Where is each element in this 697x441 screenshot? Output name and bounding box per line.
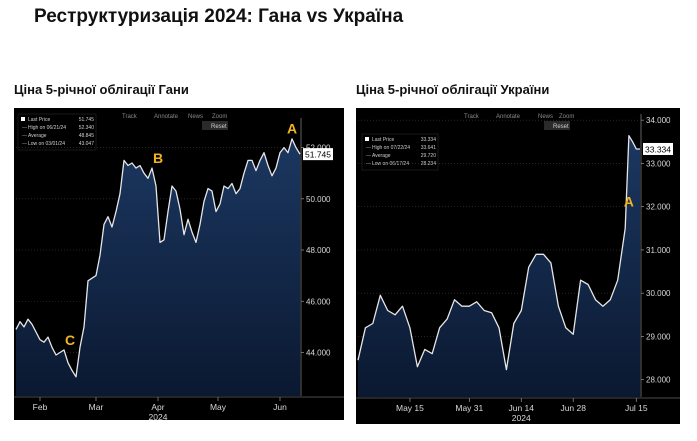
legend-swatch <box>365 137 369 141</box>
legend-label: Average <box>372 153 391 159</box>
track-button[interactable]: Track <box>464 114 480 120</box>
chart-axes: 28.000 29.000 30.000 31.000 32.000 33.000 34.0… <box>356 114 680 423</box>
y-tick-label: 52.000 <box>306 144 331 153</box>
x-tick-label: Apr <box>151 402 164 412</box>
y-tick-label: 33.000 <box>646 159 671 168</box>
legend-marker: — <box>366 153 371 159</box>
news-button[interactable]: News <box>538 114 553 120</box>
chart-toolbar: Track Annotate News Zoom Reset <box>122 114 228 130</box>
price-line <box>357 135 640 371</box>
slide-title: Реструктуризація 2024: Гана vs Україна <box>34 6 404 27</box>
x-tick-label: Jun 14 <box>508 403 534 413</box>
zoom-button[interactable]: Zoom <box>559 114 574 120</box>
x-tick-label: Mar <box>89 402 104 412</box>
legend-label: Last Price <box>372 137 394 143</box>
x-year-label: 2024 <box>512 413 531 423</box>
legend-swatch <box>21 117 25 121</box>
reset-button[interactable] <box>544 121 570 130</box>
annotation-label: B <box>153 150 163 166</box>
ghana-bond-chart: Track Annotate News Zoom Reset Last Pric… <box>14 108 344 420</box>
reset-label[interactable]: Reset <box>211 124 227 130</box>
y-tick-label: 31.000 <box>646 246 671 255</box>
y-tick-label: 30.000 <box>646 289 671 298</box>
annotate-button[interactable]: Annotate <box>154 114 179 120</box>
legend-value: 33.334 <box>421 137 437 143</box>
legend-marker: — <box>22 125 27 131</box>
y-tick-label: 29.000 <box>646 332 671 341</box>
legend-value: 28.234 <box>421 161 437 167</box>
chart-legend: Last Price 51.745— High on 06/21/24 52.340—… <box>17 113 97 151</box>
legend-box <box>17 113 97 151</box>
y-tick-label: 48.000 <box>306 246 331 255</box>
reset-label[interactable]: Reset <box>553 124 569 130</box>
zoom-button[interactable]: Zoom <box>212 114 227 120</box>
price-area <box>358 135 640 397</box>
last-price-box <box>303 148 333 161</box>
price-area <box>16 138 300 396</box>
y-tick-label: 28.000 <box>646 376 671 385</box>
legend-marker: — <box>22 133 27 139</box>
x-tick-label: Jun <box>273 402 287 412</box>
x-tick-label: May 15 <box>396 403 424 413</box>
y-tick-label: 32.000 <box>646 203 671 212</box>
legend-value: 43.047 <box>79 141 95 147</box>
track-button[interactable]: Track <box>122 114 138 120</box>
legend-label: High on 07/22/24 <box>372 145 410 151</box>
legend-marker: — <box>366 145 371 151</box>
legend-value: 48.845 <box>79 133 95 139</box>
ghana-bond-chart-svg: Track Annotate News Zoom Reset Last Pric… <box>14 113 344 420</box>
y-tick-label: 50.000 <box>306 195 331 204</box>
news-button[interactable]: News <box>188 114 203 120</box>
y-tick-label: 46.000 <box>306 297 331 306</box>
legend-box <box>361 133 439 171</box>
legend-label: High on 06/21/24 <box>28 125 66 131</box>
x-tick-label: May 31 <box>455 403 483 413</box>
ukraine-bond-chart: Track Annotate News Zoom Reset Last Pric… <box>356 108 680 424</box>
legend-label: Low on 06/17/24 <box>372 161 409 167</box>
last-price-label: 51.745 <box>305 150 331 160</box>
x-tick-label: May <box>210 402 227 412</box>
ukraine-bond-chart-svg: Track Annotate News Zoom Reset Last Pric… <box>356 114 680 423</box>
plot-area <box>357 119 640 397</box>
plot-area <box>15 138 301 396</box>
y-tick-label: 34.000 <box>646 116 671 125</box>
chart-legend: Last Price 33.334— High on 07/22/24 33.641—… <box>361 133 439 171</box>
legend-label: Low on 03/01/24 <box>28 141 65 147</box>
x-tick-label: Feb <box>33 402 48 412</box>
price-line <box>15 138 301 378</box>
y-tick-label: 44.000 <box>306 348 331 357</box>
legend-marker: — <box>366 161 371 167</box>
legend-value: 29.720 <box>421 153 437 159</box>
chart-toolbar: Track Annotate News Zoom Reset <box>464 114 574 130</box>
annotation-label: C <box>65 332 75 348</box>
annotation-label: A <box>624 194 634 210</box>
annotation-label: A <box>287 121 297 137</box>
legend-label: Average <box>28 133 47 139</box>
legend-marker: — <box>22 141 27 147</box>
legend-value: 33.641 <box>421 145 437 151</box>
last-price-label: 33.334 <box>645 144 671 154</box>
last-price-box <box>643 142 673 155</box>
legend-value: 52.340 <box>79 125 95 131</box>
x-year-label: 2024 <box>149 412 168 420</box>
reset-button[interactable] <box>202 121 228 130</box>
x-tick-label: Jul 15 <box>625 403 648 413</box>
ukraine-chart-title: Ціна 5-річної облігації України <box>356 82 550 97</box>
x-tick-label: Jun 28 <box>560 403 586 413</box>
ghana-chart-title: Ціна 5-річної облігації Гани <box>14 82 189 97</box>
legend-label: Last Price <box>28 117 50 123</box>
annotate-button[interactable]: Annotate <box>496 114 521 120</box>
legend-value: 51.745 <box>79 117 95 123</box>
